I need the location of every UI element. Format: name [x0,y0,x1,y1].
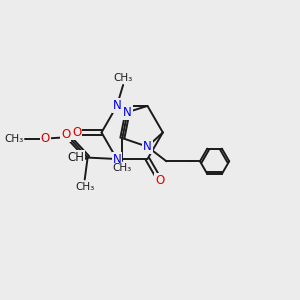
Text: CH₃: CH₃ [113,163,132,173]
Text: CH₃: CH₃ [75,182,94,192]
Text: CH₃: CH₃ [113,74,133,83]
Text: N: N [123,106,132,119]
Text: N: N [112,152,121,166]
Text: CH₃: CH₃ [4,134,23,144]
Text: CH: CH [67,151,84,164]
Text: N: N [143,140,152,153]
Text: O: O [41,132,50,145]
Text: N: N [112,99,121,112]
Text: O: O [155,174,164,187]
Text: O: O [72,126,81,139]
Text: O: O [61,128,70,141]
